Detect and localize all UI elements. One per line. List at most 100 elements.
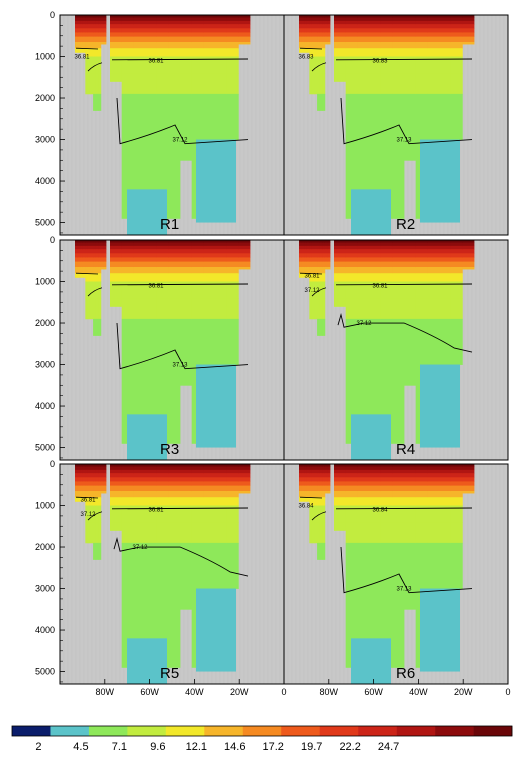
temperature-cell (238, 249, 251, 254)
temperature-cell (90, 497, 94, 506)
temperature-cell (121, 497, 134, 506)
temperature-cell (215, 20, 228, 25)
temperature-cell (93, 318, 97, 336)
temperature-cell (145, 505, 158, 523)
temperature-cell (238, 17, 251, 22)
temperature-cell (439, 56, 452, 74)
temperature-cell (299, 257, 302, 262)
temperature-cell (334, 485, 347, 492)
deep-cold-water (351, 638, 391, 684)
temperature-cell (299, 261, 302, 268)
temperature-cell (93, 298, 97, 320)
temperature-cell (103, 481, 107, 486)
temperature-cell (462, 41, 475, 45)
temperature-cell (306, 24, 310, 29)
temperature-cell (439, 469, 452, 474)
temperature-cell (319, 56, 323, 74)
temperature-cell (357, 481, 370, 486)
temperature-cell (85, 15, 89, 18)
temperature-cell (450, 318, 463, 365)
temperature-cell (319, 490, 323, 498)
contour-line (75, 272, 99, 275)
temperature-cell (238, 32, 251, 37)
temperature-cell (145, 249, 158, 254)
temperature-cell (345, 257, 358, 262)
temperature-cell (427, 249, 440, 254)
temperature-cell (98, 242, 102, 247)
temperature-cell (87, 261, 91, 268)
temperature-cell (322, 273, 326, 282)
temperature-cell (82, 497, 86, 502)
temperature-cell (392, 466, 405, 471)
temperature-cell (334, 469, 347, 474)
temperature-cell (334, 15, 347, 18)
temperature-cell (392, 469, 405, 474)
temperature-cell (322, 505, 326, 523)
temperature-cell (121, 481, 134, 486)
temperature-cell (168, 490, 181, 498)
temperature-cell (380, 542, 393, 668)
temperature-cell (462, 24, 475, 29)
temperature-cell (380, 477, 393, 482)
temperature-cell (93, 261, 97, 268)
temperature-cell (80, 261, 84, 268)
temperature-cell (191, 505, 204, 523)
temperature-cell (392, 24, 405, 29)
temperature-cell (145, 473, 158, 478)
temperature-cell (93, 273, 97, 282)
temperature-cell (334, 473, 347, 478)
temperature-cell (75, 242, 78, 247)
temperature-cell (75, 24, 78, 29)
temperature-cell (314, 240, 318, 243)
temperature-cell (450, 481, 463, 486)
temperature-cell (334, 24, 347, 29)
temperature-cell (87, 497, 91, 506)
temperature-cell (145, 485, 158, 492)
temperature-cell (85, 266, 89, 274)
temperature-cell (301, 32, 305, 37)
temperature-cell (392, 473, 405, 478)
temperature-cell (75, 249, 78, 254)
temperature-cell (309, 266, 313, 274)
temperature-cell (180, 490, 193, 498)
temperature-cell (103, 242, 107, 247)
temperature-cell (95, 48, 99, 57)
temperature-cell (427, 481, 440, 486)
temperature-cell (156, 32, 169, 37)
temperature-cell (203, 32, 216, 37)
temperature-cell (334, 273, 347, 282)
temperature-cell (93, 93, 97, 111)
temperature-cell (317, 298, 321, 320)
temperature-cell (90, 266, 94, 274)
temperature-cell (306, 249, 310, 254)
temperature-cell (75, 473, 78, 478)
temperature-cell (85, 242, 89, 247)
temperature-cell (98, 249, 102, 254)
temperature-cell (215, 242, 228, 247)
temperature-cell (357, 253, 370, 258)
temperature-cell (168, 257, 181, 262)
temperature-cell (85, 466, 89, 471)
temperature-cell (168, 464, 181, 467)
temperature-cell (427, 490, 440, 498)
temperature-cell (100, 266, 104, 270)
temperature-cell (156, 257, 169, 262)
panel-frame (283, 463, 509, 685)
temperature-cell (226, 93, 239, 140)
temperature-cell (226, 24, 239, 29)
temperature-cell (322, 261, 326, 268)
temperature-cell (156, 266, 169, 274)
temperature-cell (327, 253, 331, 258)
temperature-cell (180, 36, 193, 43)
temperature-cell (103, 473, 107, 478)
temperature-cell (357, 542, 370, 668)
temperature-cell (311, 298, 315, 320)
temperature-cell (319, 28, 323, 33)
temperature-cell (98, 266, 102, 274)
temperature-cell (317, 522, 321, 544)
temperature-cell (75, 464, 78, 467)
temperature-cell (121, 466, 134, 471)
temperature-cell (369, 481, 382, 486)
temperature-cell (98, 28, 102, 33)
temperature-cell (345, 41, 358, 49)
